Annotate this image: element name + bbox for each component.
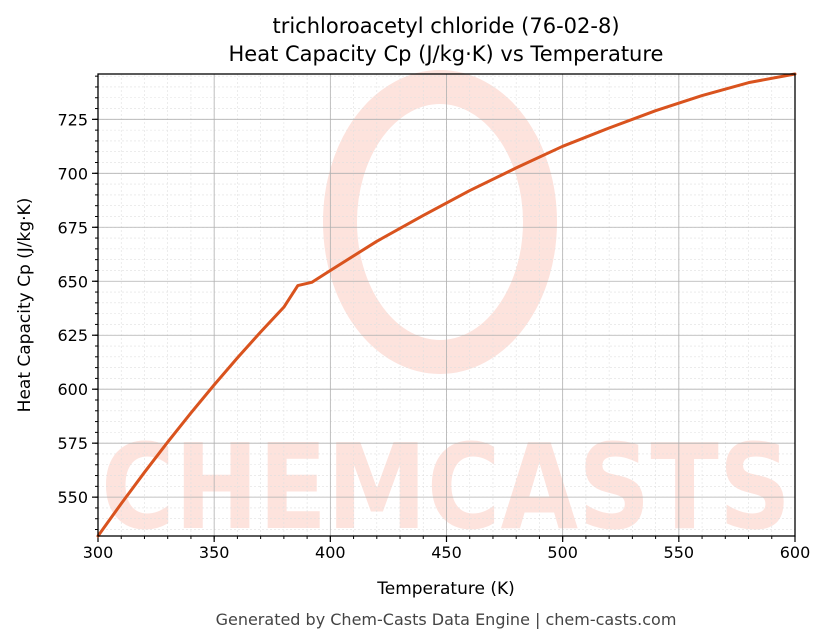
x-tick-label: 400 — [315, 543, 346, 562]
x-tick-label: 300 — [83, 543, 114, 562]
y-tick-label: 575 — [57, 434, 88, 453]
tick-labels: 300 350 400 450 500 550 600 550 575 600 625 650 675 7… — [57, 110, 810, 562]
footer-credit: Generated by Chem-Casts Data Engine | ch… — [216, 610, 677, 629]
x-axis-label: Temperature (K) — [376, 579, 515, 599]
chart-subtitle: Heat Capacity Cp (J/kg·K) vs Temperature — [229, 42, 664, 66]
x-tick-label: 350 — [199, 543, 230, 562]
y-tick-label: 675 — [57, 218, 88, 237]
x-tick-label: 600 — [780, 543, 811, 562]
x-tick-label: 500 — [547, 543, 578, 562]
y-tick-label: 650 — [57, 272, 88, 291]
y-tick-label: 625 — [57, 326, 88, 345]
x-tick-label: 450 — [431, 543, 462, 562]
y-tick-label: 725 — [57, 110, 88, 129]
x-tick-label: 550 — [664, 543, 695, 562]
y-tick-label: 600 — [57, 380, 88, 399]
y-tick-label: 700 — [57, 164, 88, 183]
series-line — [96, 72, 797, 538]
y-axis-label: Heat Capacity Cp (J/kg·K) — [15, 198, 35, 413]
watermark-text: CHEMCASTS — [101, 418, 791, 556]
watermark: CHEMCASTS — [101, 70, 791, 556]
watermark-logo-ring — [323, 70, 557, 374]
plot-frame — [97, 73, 796, 537]
y-tick-label: 550 — [57, 488, 88, 507]
chart-title: trichloroacetyl chloride (76-02-8) — [272, 14, 619, 38]
